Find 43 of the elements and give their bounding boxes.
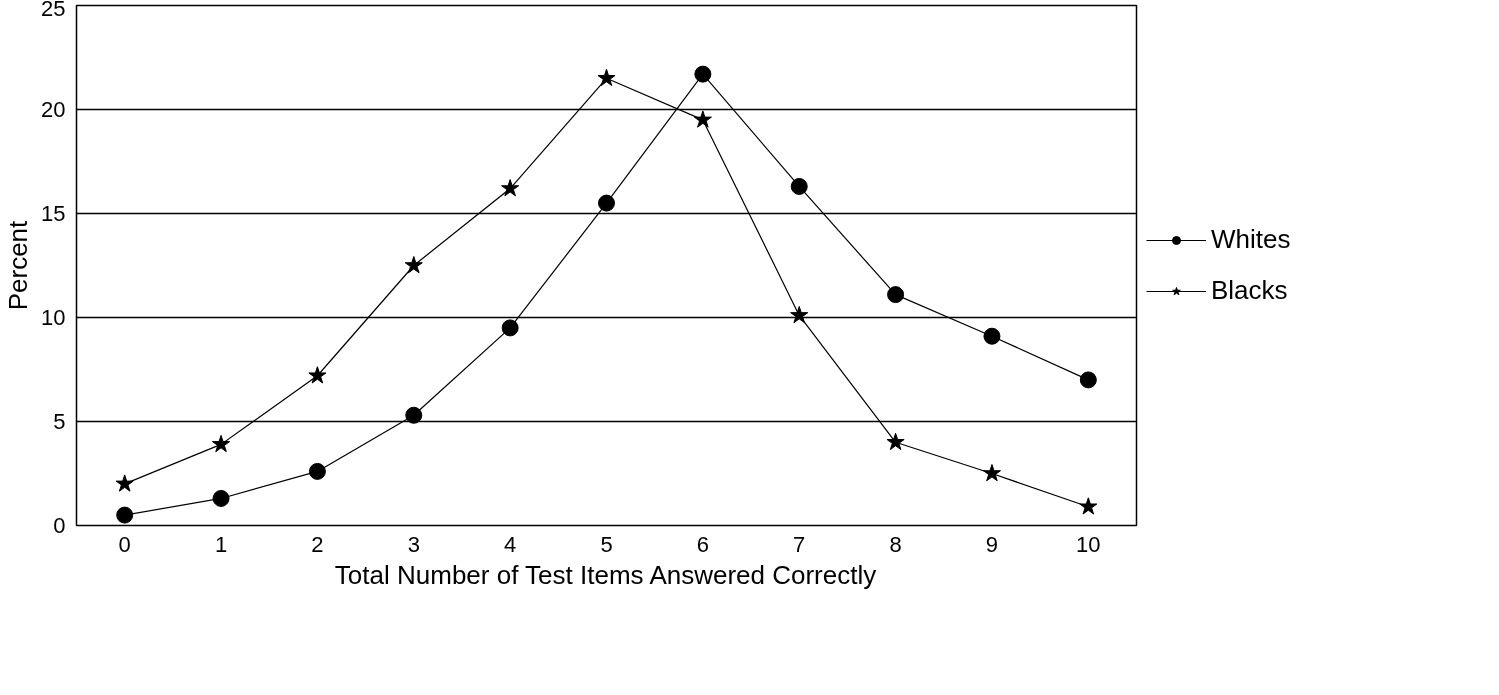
point (404, 256, 423, 274)
point (983, 327, 1001, 345)
point (116, 506, 134, 524)
x-axis-title: Total Number of Test Items Answered Correctly (334, 559, 877, 590)
x-tick-label: 8 (889, 531, 902, 557)
point (1079, 497, 1098, 515)
point (982, 464, 1002, 482)
x-tick-label: 2 (311, 531, 324, 557)
y-tick-label: 10 (41, 305, 66, 330)
x-tick-label: 9 (985, 531, 999, 557)
x-tick-label: 1 (214, 531, 228, 557)
x-tick-label: 4 (504, 531, 517, 557)
y-tick-label: 20 (41, 97, 66, 122)
point (501, 179, 520, 197)
x-tick-label: 3 (407, 531, 420, 557)
point (597, 68, 616, 87)
point (790, 305, 809, 324)
point (211, 434, 231, 453)
point (694, 65, 712, 83)
point (405, 406, 423, 424)
point (790, 177, 808, 195)
x-tick-label: 10 (1076, 531, 1101, 557)
point (308, 366, 327, 384)
point (887, 286, 905, 304)
y-tick-label: 25 (41, 0, 66, 21)
point (1079, 371, 1097, 389)
legend-label: Blacks (1211, 275, 1288, 306)
legend-label: Whites (1211, 224, 1291, 255)
y-tick-label: 5 (53, 409, 66, 434)
x-tick-label: 6 (696, 531, 709, 557)
y-tick-label: 0 (53, 513, 66, 538)
y-axis-title: Percent (3, 219, 34, 311)
x-tick-label: 5 (600, 531, 613, 557)
x-tick-label: 0 (118, 531, 131, 557)
point (598, 194, 615, 212)
point (115, 474, 134, 492)
y-tick-label: 15 (41, 201, 66, 226)
point (886, 432, 905, 451)
point (308, 462, 326, 480)
x-tick-label: 7 (793, 531, 806, 557)
point (693, 110, 712, 128)
point (212, 489, 230, 507)
point (501, 319, 519, 337)
